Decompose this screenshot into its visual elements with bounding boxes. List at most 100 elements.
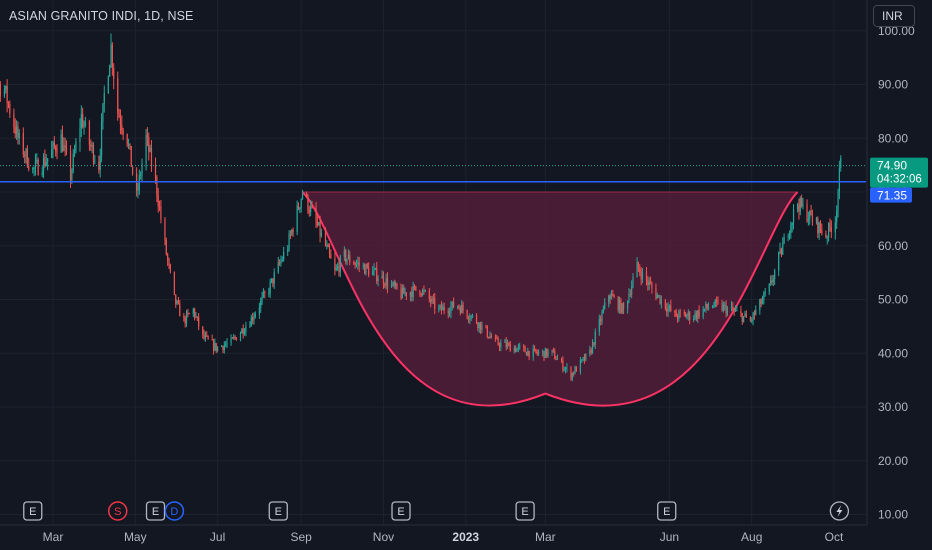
time-tick-label: Jun: [660, 530, 679, 544]
candle-up: [828, 223, 830, 238]
candle-up: [693, 318, 695, 320]
price-tick-label: 100.00: [878, 24, 915, 38]
candle-up: [296, 205, 298, 233]
dividend-icon[interactable]: D: [164, 501, 185, 521]
candle-up: [204, 335, 207, 339]
candle-up: [283, 252, 285, 260]
candle-down: [289, 234, 292, 236]
candle-up: [47, 157, 49, 163]
candle-up: [778, 252, 780, 271]
candle-down: [612, 294, 614, 297]
candle-up: [94, 161, 96, 163]
candle-down: [324, 232, 327, 246]
candle-up: [335, 267, 337, 270]
candle-down: [649, 281, 652, 284]
candle-up: [779, 248, 781, 253]
candle-up: [25, 148, 27, 157]
candle-down: [183, 316, 185, 318]
candle-down: [479, 322, 482, 331]
cup-pattern-fill: [302, 192, 798, 406]
candle-down: [453, 301, 455, 308]
earnings-icon[interactable]: E: [515, 501, 535, 521]
candle-up: [326, 245, 328, 247]
candle-up: [621, 303, 623, 313]
candle-down: [358, 262, 360, 266]
candle-up: [451, 301, 453, 307]
candle-down: [211, 339, 213, 341]
candle-up: [726, 307, 729, 314]
candle-down: [664, 299, 666, 309]
candle-up: [802, 204, 804, 207]
candle-up: [223, 345, 225, 351]
candle-down: [44, 157, 46, 166]
candle-down: [488, 336, 490, 338]
flash-icon[interactable]: [829, 501, 850, 521]
price-axis[interactable]: 10.0020.0030.0040.0050.0060.0070.0080.00…: [866, 0, 928, 525]
candle-up: [63, 145, 65, 152]
candle-down: [231, 337, 234, 339]
candle-up: [299, 207, 301, 210]
candle-up: [667, 307, 669, 312]
candle-up: [703, 308, 706, 310]
candle-down: [148, 137, 150, 152]
earnings-icon[interactable]: E: [657, 501, 677, 521]
candle-down: [353, 262, 355, 265]
earnings-icon[interactable]: E: [268, 501, 288, 521]
candle-down: [92, 144, 95, 162]
candle-down: [234, 337, 236, 339]
candle-down: [810, 210, 812, 216]
candle-up: [537, 352, 540, 354]
candle-up: [409, 292, 412, 297]
candle-up: [457, 305, 459, 308]
candle-up: [45, 162, 47, 166]
candle-up: [141, 163, 143, 175]
candle-down: [620, 300, 622, 313]
time-axis[interactable]: Mar May Jul Sep Nov 2023 Mar Jun Aug Oct: [0, 524, 867, 544]
candle-down: [130, 145, 132, 167]
candle-up: [253, 316, 255, 321]
candle-down: [0, 84, 1, 96]
candle-down: [129, 143, 131, 146]
candlestick-series: [0, 33, 842, 382]
candle-down: [307, 195, 309, 211]
earnings-icon[interactable]: E: [391, 501, 411, 521]
candle-up: [395, 283, 397, 286]
candle-up: [103, 93, 105, 104]
candle-down: [670, 305, 672, 311]
candle-down: [308, 210, 310, 213]
candle-down: [536, 352, 538, 354]
candle-down: [26, 148, 28, 167]
candle-up: [783, 237, 785, 244]
candle-up: [401, 287, 403, 299]
candle-up: [291, 230, 293, 235]
earnings-icon[interactable]: E: [23, 501, 43, 521]
candle-down: [685, 313, 687, 318]
candle-down: [363, 265, 366, 275]
candle-down: [61, 134, 64, 152]
candle-up: [245, 326, 247, 333]
candle-down: [573, 372, 575, 374]
candle-down: [613, 296, 615, 298]
candle-up: [705, 303, 707, 309]
candle-up: [632, 277, 634, 287]
candle-down: [64, 145, 66, 148]
candle-up: [519, 345, 521, 347]
candle-up: [461, 304, 463, 313]
candle-down: [118, 112, 120, 118]
candle-up: [628, 294, 630, 302]
candle-down: [117, 78, 119, 113]
candle-up: [610, 294, 613, 300]
candle-down: [113, 68, 115, 79]
candle-up: [815, 217, 818, 223]
currency-selector[interactable]: INR: [873, 5, 915, 27]
candle-up: [36, 159, 38, 162]
candle-up: [262, 292, 265, 297]
candle-up: [32, 168, 34, 170]
candle-down: [717, 301, 719, 303]
candle-up: [377, 278, 379, 282]
candle-up: [627, 301, 629, 309]
split-icon[interactable]: S: [107, 501, 128, 521]
earnings-icon[interactable]: E: [145, 501, 166, 521]
